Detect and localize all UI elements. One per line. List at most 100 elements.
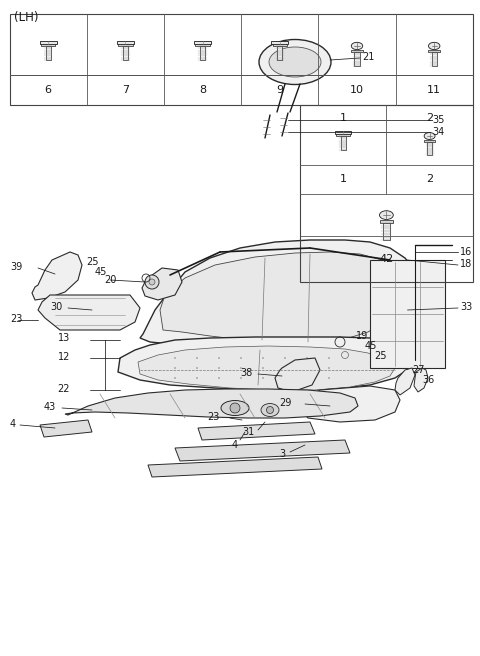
Polygon shape: [300, 386, 400, 422]
Text: (LH): (LH): [14, 12, 38, 24]
Text: 1: 1: [340, 174, 347, 184]
Polygon shape: [335, 131, 351, 134]
Polygon shape: [432, 52, 437, 66]
Text: 25: 25: [374, 351, 386, 361]
Text: 4: 4: [10, 419, 16, 429]
Ellipse shape: [221, 401, 249, 415]
Polygon shape: [351, 50, 363, 52]
Text: 4: 4: [232, 440, 238, 450]
Polygon shape: [138, 346, 395, 390]
Circle shape: [262, 357, 264, 359]
Polygon shape: [38, 295, 140, 330]
Polygon shape: [140, 240, 415, 362]
FancyBboxPatch shape: [370, 260, 445, 368]
Text: 45: 45: [365, 341, 377, 351]
Text: 13: 13: [58, 333, 70, 343]
Text: 2: 2: [426, 113, 433, 123]
Polygon shape: [336, 134, 350, 136]
Text: 25: 25: [86, 257, 98, 267]
Circle shape: [306, 357, 308, 359]
Polygon shape: [65, 389, 358, 418]
Circle shape: [284, 357, 286, 359]
Circle shape: [284, 377, 286, 379]
Polygon shape: [427, 142, 432, 155]
Text: 30: 30: [50, 302, 62, 312]
Text: 35: 35: [432, 115, 444, 125]
Polygon shape: [32, 252, 82, 300]
Text: 12: 12: [58, 352, 70, 362]
Polygon shape: [200, 46, 205, 60]
Text: 34: 34: [432, 127, 444, 137]
Circle shape: [196, 357, 198, 359]
Text: 27: 27: [412, 365, 424, 375]
Text: 16: 16: [460, 247, 472, 257]
Text: 6: 6: [45, 85, 52, 95]
Circle shape: [266, 407, 274, 413]
Polygon shape: [341, 136, 346, 150]
Text: 7: 7: [122, 85, 129, 95]
Text: 39: 39: [10, 262, 22, 272]
Polygon shape: [118, 44, 132, 46]
Polygon shape: [383, 222, 390, 240]
Circle shape: [218, 367, 220, 369]
Polygon shape: [414, 368, 428, 392]
Polygon shape: [195, 44, 210, 46]
Text: 8: 8: [199, 85, 206, 95]
Polygon shape: [148, 457, 322, 477]
Text: 1: 1: [340, 113, 347, 123]
Circle shape: [196, 367, 198, 369]
Polygon shape: [275, 358, 320, 392]
Circle shape: [328, 357, 330, 359]
Polygon shape: [395, 368, 415, 395]
Text: 18: 18: [460, 259, 472, 269]
Circle shape: [145, 275, 159, 289]
Polygon shape: [429, 50, 440, 52]
Polygon shape: [277, 46, 282, 60]
Polygon shape: [194, 41, 211, 44]
Circle shape: [174, 357, 176, 359]
Circle shape: [240, 377, 242, 379]
Polygon shape: [40, 420, 92, 437]
Text: 38: 38: [240, 368, 252, 378]
Circle shape: [306, 367, 308, 369]
Polygon shape: [175, 440, 350, 461]
Polygon shape: [118, 337, 415, 390]
Circle shape: [149, 279, 155, 285]
Text: 10: 10: [350, 85, 364, 95]
Circle shape: [262, 367, 264, 369]
Text: 29: 29: [280, 398, 292, 408]
Polygon shape: [198, 422, 315, 440]
Text: 23: 23: [208, 412, 220, 422]
Text: 2: 2: [426, 174, 433, 184]
Polygon shape: [354, 52, 360, 66]
Polygon shape: [117, 41, 134, 44]
Ellipse shape: [269, 47, 321, 77]
Text: 20: 20: [104, 275, 116, 285]
Text: 36: 36: [422, 375, 434, 385]
Circle shape: [218, 357, 220, 359]
Polygon shape: [424, 140, 435, 142]
Circle shape: [174, 367, 176, 369]
Polygon shape: [123, 46, 128, 60]
Ellipse shape: [261, 403, 279, 417]
Polygon shape: [46, 46, 51, 60]
Text: 45: 45: [95, 267, 108, 277]
Ellipse shape: [380, 211, 393, 220]
Circle shape: [306, 377, 308, 379]
Polygon shape: [40, 41, 57, 44]
Text: 23: 23: [10, 314, 23, 324]
Polygon shape: [41, 44, 55, 46]
Circle shape: [262, 377, 264, 379]
Ellipse shape: [259, 39, 331, 85]
Text: 42: 42: [379, 254, 394, 264]
Ellipse shape: [424, 133, 435, 140]
Circle shape: [328, 367, 330, 369]
Circle shape: [328, 377, 330, 379]
Text: 11: 11: [427, 85, 441, 95]
Ellipse shape: [429, 43, 440, 50]
Text: 22: 22: [58, 384, 70, 394]
Polygon shape: [273, 44, 287, 46]
Text: 3: 3: [279, 449, 285, 459]
Circle shape: [174, 377, 176, 379]
Text: 31: 31: [243, 427, 255, 437]
